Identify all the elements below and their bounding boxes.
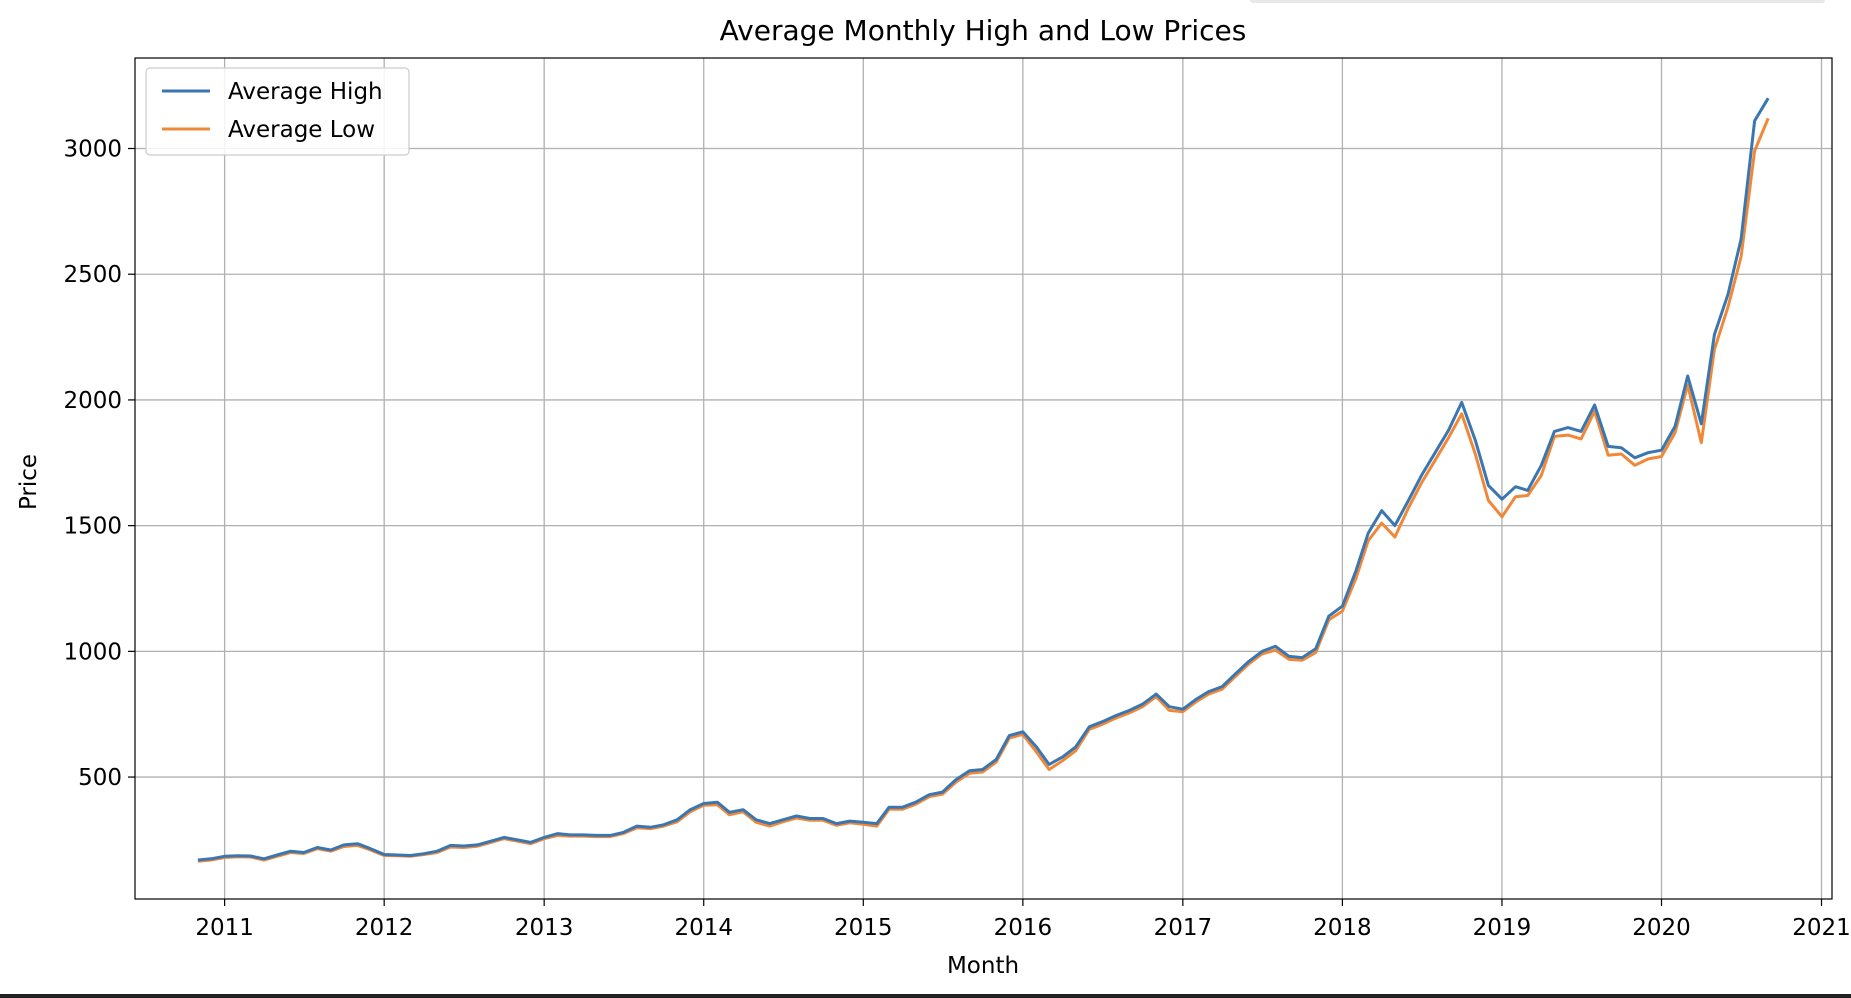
x-tick-label: 2016 bbox=[994, 915, 1053, 941]
legend-label-average-low: Average Low bbox=[228, 117, 375, 143]
y-tick-label: 3000 bbox=[63, 137, 122, 163]
y-tick-label: 2500 bbox=[63, 262, 122, 288]
bottom-edge bbox=[0, 994, 1851, 998]
x-tick-label: 2014 bbox=[674, 915, 733, 941]
x-tick-label: 2018 bbox=[1313, 915, 1372, 941]
x-tick-label: 2011 bbox=[195, 915, 254, 941]
x-tick-label: 2019 bbox=[1473, 915, 1532, 941]
x-axis-ticks: 2011 2012 2013 2014 2015 2016 2017 2018 2019 2020… bbox=[195, 899, 1851, 941]
y-tick-label: 500 bbox=[78, 765, 122, 791]
x-tick-label: 2020 bbox=[1632, 915, 1691, 941]
window-tab-edge bbox=[1250, 0, 1825, 3]
y-tick-label: 1000 bbox=[63, 639, 122, 665]
series-line-average-high bbox=[197, 97, 1770, 862]
x-tick-label: 2015 bbox=[834, 915, 893, 941]
x-tick-label: 2012 bbox=[355, 915, 414, 941]
chart-title: Average Monthly High and Low Prices bbox=[720, 14, 1247, 47]
legend-label-average-high: Average High bbox=[228, 79, 383, 105]
y-axis-label: Price bbox=[16, 454, 42, 510]
x-axis-label: Month bbox=[947, 953, 1019, 979]
grid bbox=[135, 58, 1832, 899]
series-line-average-low bbox=[197, 117, 1770, 863]
x-tick-label: 2013 bbox=[515, 915, 574, 941]
y-axis-ticks: 500 1000 1500 2000 2500 3000 bbox=[63, 137, 135, 791]
legend: Average High Average Low bbox=[145, 67, 410, 156]
plot-frame bbox=[134, 57, 1833, 900]
y-tick-label: 1500 bbox=[63, 514, 122, 540]
x-tick-label: 2021 bbox=[1792, 915, 1851, 941]
legend-box bbox=[145, 67, 410, 156]
x-tick-label: 2017 bbox=[1154, 915, 1213, 941]
y-tick-label: 2000 bbox=[63, 388, 122, 414]
series-lines bbox=[197, 97, 1770, 863]
